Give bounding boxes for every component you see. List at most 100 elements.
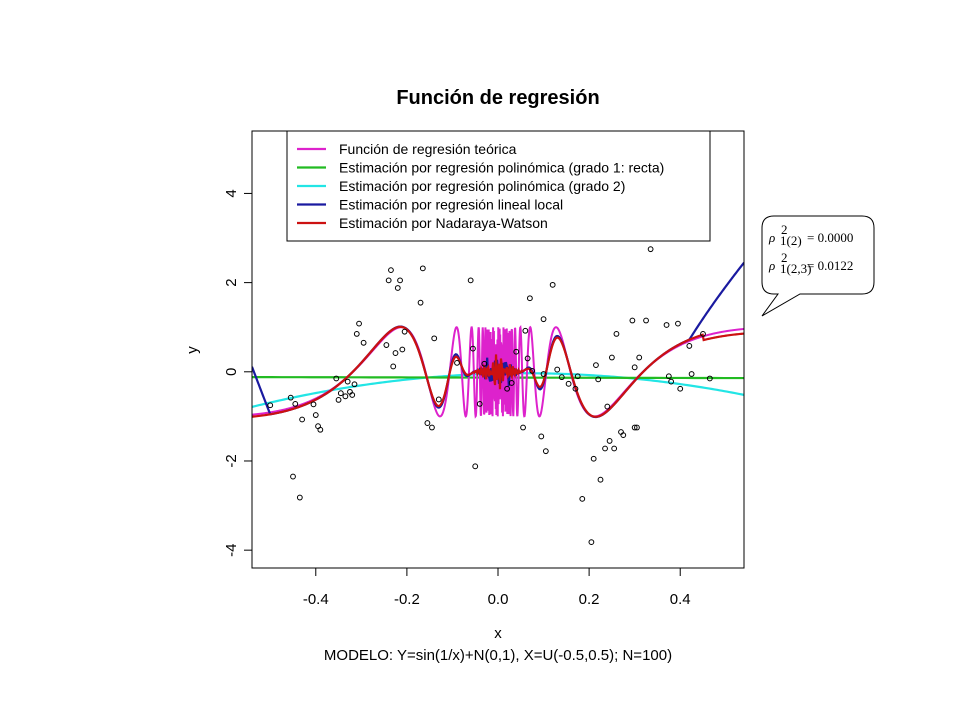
data-point — [665, 373, 672, 380]
legend: Función de regresión teórica Estimación p… — [286, 130, 711, 242]
data-point — [608, 354, 615, 361]
data-point — [540, 371, 547, 377]
callout-bubble — [761, 215, 875, 317]
data-point — [688, 371, 695, 377]
data-point — [590, 455, 597, 462]
legend-label: Función de regresión teórica — [339, 141, 517, 157]
data-point — [472, 463, 479, 470]
data-point — [593, 362, 599, 369]
data-point — [385, 277, 392, 284]
data-point — [668, 378, 675, 385]
data-point — [602, 445, 608, 452]
x-tick-label: -0.2 — [394, 591, 420, 608]
data-point — [549, 281, 556, 288]
data-point — [686, 343, 693, 349]
data-point — [604, 403, 611, 410]
data-point — [419, 265, 426, 272]
y-tick-label: 0 — [223, 368, 240, 376]
data-point — [677, 385, 684, 392]
data-point — [351, 381, 358, 388]
data-point — [481, 360, 488, 367]
data-point — [554, 366, 561, 373]
data-point — [574, 373, 581, 380]
data-point — [513, 348, 520, 355]
data-point — [636, 354, 643, 361]
data-point — [399, 346, 406, 353]
y-tick-label: -2 — [223, 454, 240, 467]
data-point — [344, 378, 351, 385]
data-point — [342, 393, 349, 400]
data-point — [349, 392, 356, 398]
data-point — [595, 376, 602, 383]
data-point — [470, 345, 476, 352]
data-point — [292, 401, 299, 407]
data-point — [700, 330, 706, 337]
data-point — [312, 412, 319, 418]
y-tick-label: 2 — [223, 278, 240, 286]
data-point — [706, 375, 713, 382]
data-point — [317, 426, 324, 433]
data-point — [508, 380, 515, 386]
data-point — [520, 424, 526, 431]
rho-superscript: 2 — [781, 222, 788, 237]
curves-layer — [252, 261, 744, 419]
data-point — [522, 327, 529, 334]
data-point — [579, 495, 586, 502]
data-point — [613, 330, 620, 337]
data-point — [611, 445, 618, 452]
data-point — [634, 424, 640, 431]
x-tick-label: -0.4 — [303, 591, 329, 608]
data-point — [606, 438, 613, 444]
y-tick-label: -4 — [223, 543, 240, 556]
y-axis: -4 -2 0 2 4 — [223, 189, 253, 557]
data-point — [401, 328, 408, 335]
x-axis-label: x — [494, 625, 502, 642]
data-point — [296, 494, 303, 501]
data-point — [540, 316, 547, 323]
legend-label: Estimación por regresión polinómica (gra… — [339, 178, 625, 194]
data-point — [454, 359, 460, 366]
data-point — [388, 267, 394, 274]
data-point — [476, 401, 483, 407]
data-point — [542, 448, 549, 455]
curve-nadaraya-watson — [252, 325, 744, 418]
data-point — [290, 473, 296, 480]
data-point — [333, 375, 340, 382]
data-point — [597, 476, 604, 483]
data-point — [353, 330, 360, 337]
data-point — [337, 390, 344, 397]
legend-label: Estimación por Nadaraya-Watson — [339, 215, 548, 231]
legend-box — [286, 130, 711, 242]
rho-superscript: 2 — [781, 250, 788, 265]
data-point — [675, 320, 681, 327]
y-axis-label: y — [184, 346, 201, 354]
data-point — [417, 299, 424, 306]
data-point — [565, 380, 572, 387]
data-point — [360, 339, 367, 346]
rho-symbol: ρ — [768, 258, 775, 273]
rho-value: = 0.0122 — [807, 258, 853, 273]
model-caption: MODELO: Y=sin(1/x)+N(0,1), X=U(-0.5,0.5)… — [324, 647, 672, 664]
chart-title: Función de regresión — [396, 87, 599, 109]
x-tick-label: 0.4 — [670, 591, 691, 608]
x-axis: -0.4 -0.2 0.0 0.2 0.4 — [303, 567, 691, 608]
data-point — [663, 322, 670, 328]
data-point — [392, 350, 399, 356]
data-point — [631, 424, 638, 431]
rho-subscript: 1(2,3) — [780, 261, 811, 276]
data-point — [620, 432, 627, 439]
data-point — [558, 374, 565, 381]
data-point — [631, 364, 638, 371]
data-point — [335, 396, 342, 403]
data-point — [390, 363, 397, 370]
data-point — [429, 424, 435, 431]
data-point — [356, 320, 362, 327]
legend-label: Estimación por regresión polinómica (gra… — [339, 160, 664, 176]
data-point — [435, 396, 442, 403]
data-point — [287, 394, 294, 401]
data-point — [310, 401, 317, 408]
points-layer — [267, 246, 713, 546]
rho-value: = 0.0000 — [807, 230, 853, 245]
data-point — [467, 277, 474, 284]
data-point — [424, 420, 431, 426]
